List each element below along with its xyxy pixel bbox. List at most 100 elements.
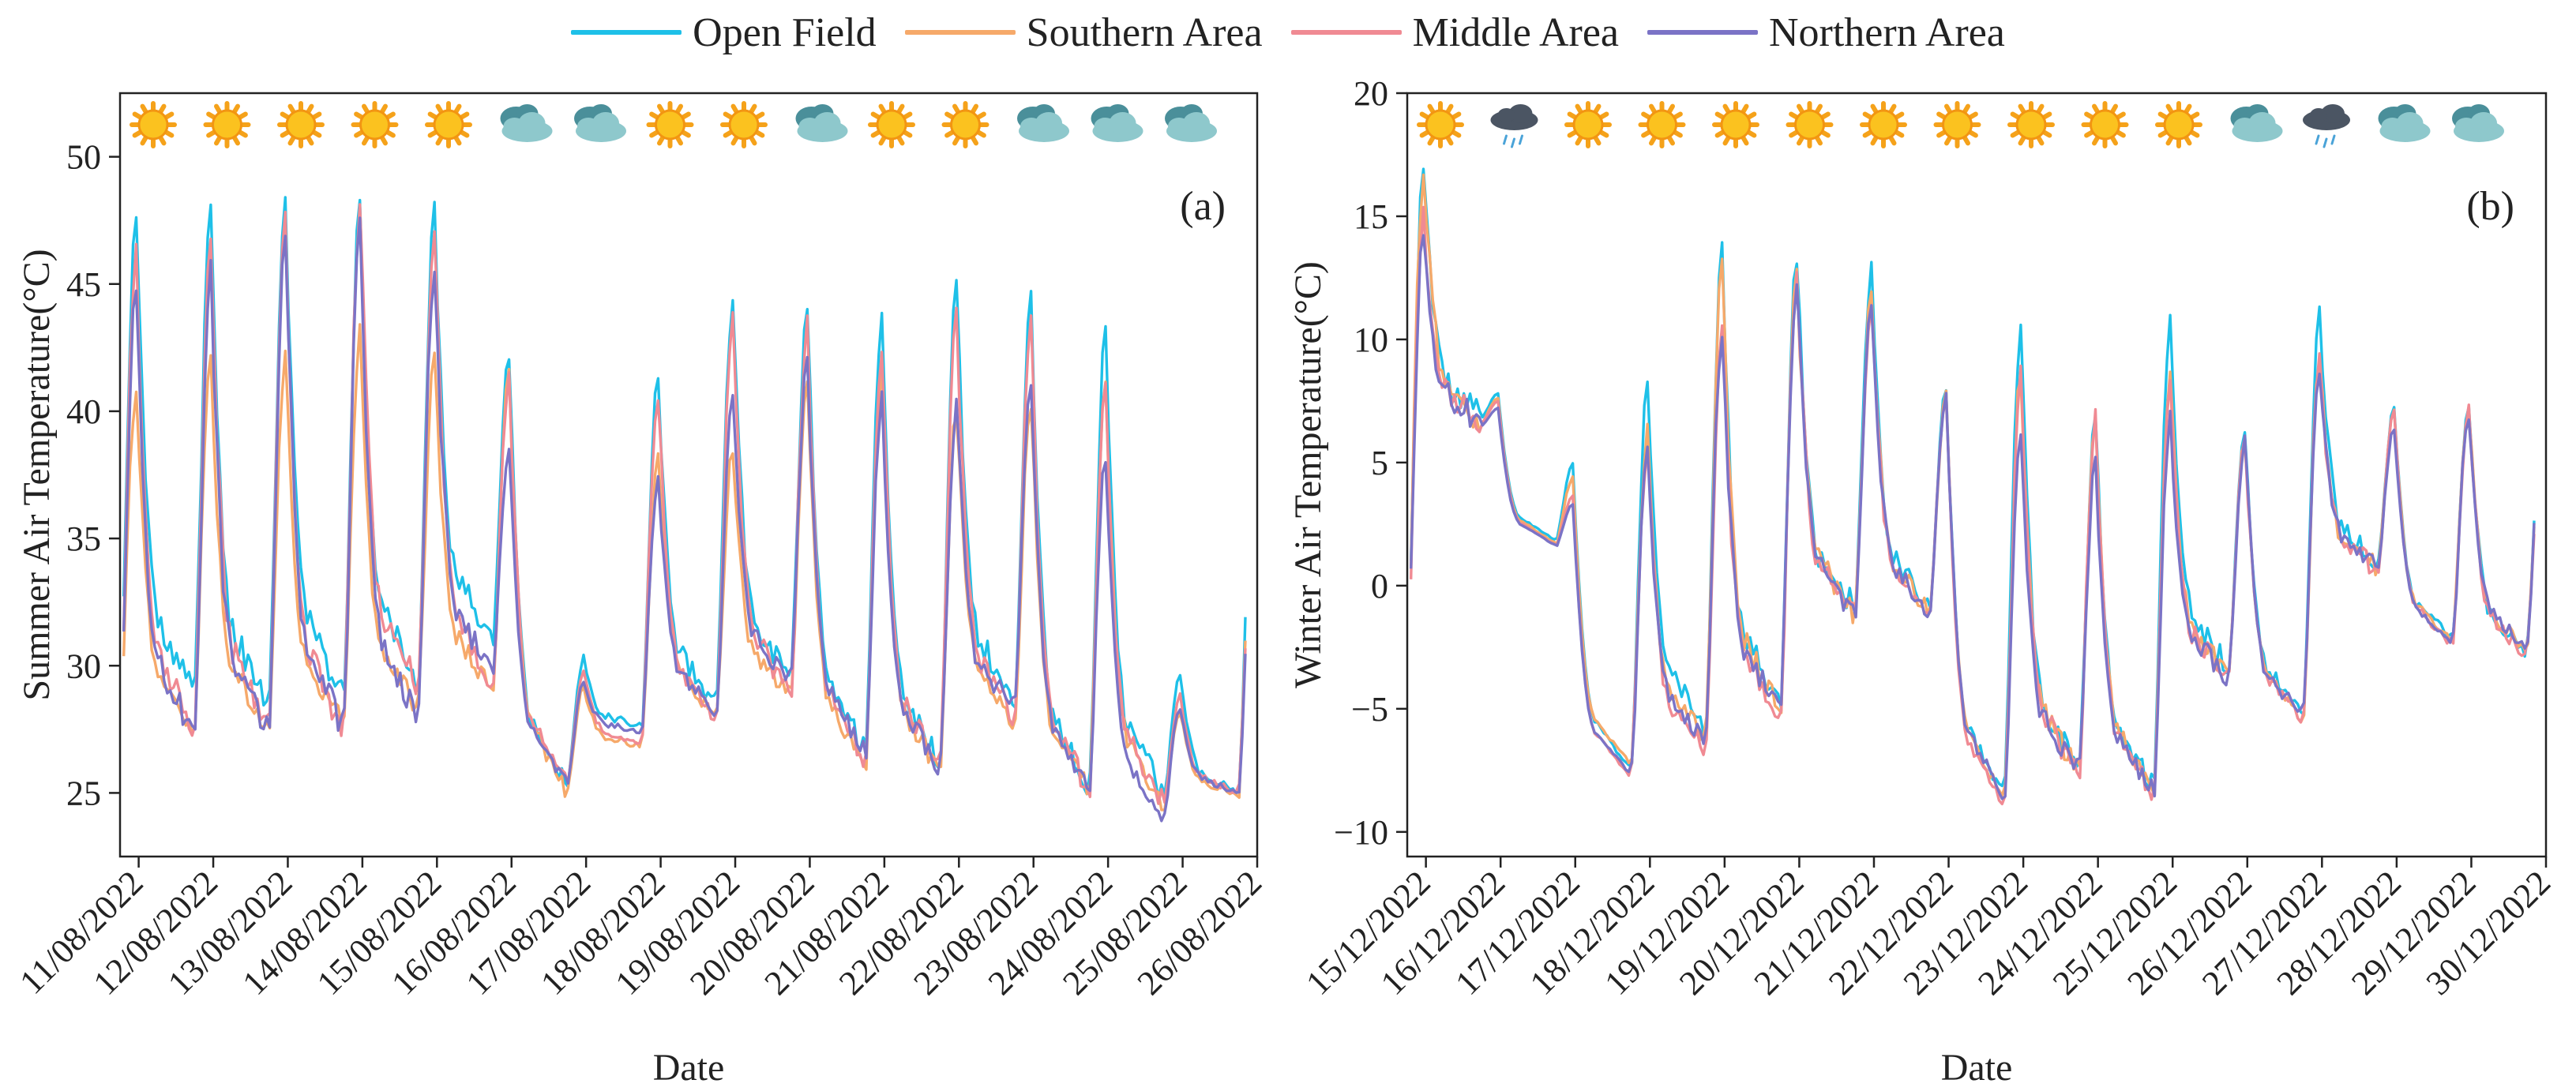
series-line-northern-area (1410, 234, 2536, 800)
weather-icons (130, 101, 1217, 148)
y-tick-label: 40 (66, 392, 101, 431)
rain-cloud-icon (2303, 104, 2350, 148)
cloud-dark (2310, 108, 2327, 122)
plot-frame (1406, 92, 2548, 858)
cloud-front (1094, 118, 1117, 135)
sun-disc (433, 109, 464, 141)
sun-disc (1572, 109, 1604, 141)
y-tick-label: 35 (66, 519, 101, 558)
cloud-front (518, 112, 546, 134)
cloud-icon (2452, 104, 2504, 142)
sun-icon (425, 101, 472, 148)
series-group (1410, 167, 2536, 806)
sun-disc (1794, 109, 1825, 141)
legend-swatch (571, 30, 682, 35)
sun-disc (876, 109, 907, 141)
sun-disc (359, 109, 390, 141)
legend-label: Southern Area (1026, 9, 1263, 55)
y-axis-title: Summer Air Temperature(°C) (16, 249, 58, 700)
legend-label: Open Field (693, 9, 877, 55)
sun-icon (277, 101, 325, 148)
sun-disc (285, 109, 317, 141)
sun-icon (868, 101, 915, 148)
sun-icon (1933, 101, 1981, 148)
cloud-front (577, 118, 599, 135)
y-tick-label: 25 (66, 774, 101, 812)
cloud-front (592, 112, 619, 134)
cloud-front (1168, 118, 1190, 135)
sun-icon (1860, 101, 1907, 148)
y-tick-label: −5 (1351, 690, 1388, 729)
panel-label: (b) (2466, 184, 2514, 229)
sun-disc (1425, 109, 1456, 141)
cloud-icon (574, 104, 626, 142)
legend: Open Field Southern Area Middle Area Nor… (0, 5, 2576, 60)
y-tick-label: 30 (66, 647, 101, 685)
cloud-dark (2321, 104, 2345, 123)
raindrop (2323, 137, 2328, 148)
sun-icon (646, 101, 694, 148)
sun-disc (2015, 109, 2047, 141)
series-group (122, 196, 1247, 823)
series-line-open-field (1410, 167, 2536, 789)
cloud-icon (2378, 104, 2431, 142)
sun-icon (1564, 101, 1612, 148)
cloud-icon (2230, 104, 2283, 142)
y-tick-label: 5 (1371, 444, 1388, 482)
sun-icon (720, 101, 768, 148)
legend-label: Middle Area (1412, 9, 1619, 55)
y-tick-label: 15 (1354, 197, 1388, 236)
cloud-front (2381, 118, 2404, 135)
cloud-front (813, 112, 841, 134)
cloud-icon (1017, 104, 1069, 142)
sun-disc (1942, 109, 1973, 141)
chart-panel-a: 25303540455011/08/202212/08/202213/08/20… (12, 92, 1269, 1089)
cloud-icon (500, 104, 553, 142)
cloud-front (2248, 112, 2276, 134)
weather-icons (1417, 101, 2504, 148)
sun-icon (2081, 101, 2129, 148)
raindrop (1511, 137, 1515, 148)
cloud-icon (1091, 104, 1143, 142)
y-tick-label: −10 (1334, 813, 1388, 852)
cloud-dark (1508, 104, 1533, 123)
chart-panel-b: −10−50510152015/12/202216/12/202217/12/2… (1287, 74, 2558, 1089)
sun-disc (728, 109, 760, 141)
plot-frame (118, 92, 1259, 858)
cloud-front (2455, 118, 2477, 135)
cloud-icon (795, 104, 848, 142)
series-line-northern-area (122, 216, 1247, 823)
cloud-front (1109, 112, 1136, 134)
series-line-southern-area (1410, 173, 2536, 797)
sun-disc (1647, 109, 1677, 141)
cloud-front (798, 118, 821, 135)
legend-item-southern-area: Southern Area (904, 9, 1263, 56)
legend-item-northern-area: Northern Area (1647, 9, 2005, 56)
cloud-front (1035, 112, 1062, 134)
sun-disc (1720, 109, 1752, 141)
cloud-front (2396, 112, 2424, 134)
series-line-middle-area (1410, 205, 2536, 806)
legend-label: Northern Area (1768, 9, 2005, 55)
y-tick-label: 10 (1354, 321, 1388, 359)
y-tick-label: 45 (66, 265, 101, 304)
sun-disc (212, 109, 242, 141)
sun-icon (1638, 101, 1686, 148)
cloud-front (2233, 118, 2256, 135)
sun-icon (941, 101, 989, 148)
rain-cloud-icon (1490, 104, 1538, 148)
y-axis-title: Winter Air Temperature(°C) (1287, 261, 1329, 688)
cloud-front (1020, 118, 1042, 135)
cloud-dark (1497, 108, 1515, 122)
sun-icon (2155, 101, 2202, 148)
sun-disc (655, 109, 685, 141)
sun-icon (1417, 101, 1464, 148)
legend-swatch (1647, 30, 1758, 35)
y-tick-label: 50 (66, 138, 101, 177)
raindrop (1519, 134, 1523, 145)
cloud-icon (1165, 104, 1217, 142)
y-tick-label: 0 (1371, 567, 1388, 605)
legend-item-open-field: Open Field (571, 9, 877, 56)
x-axis-title: Date (1941, 1047, 2013, 1089)
